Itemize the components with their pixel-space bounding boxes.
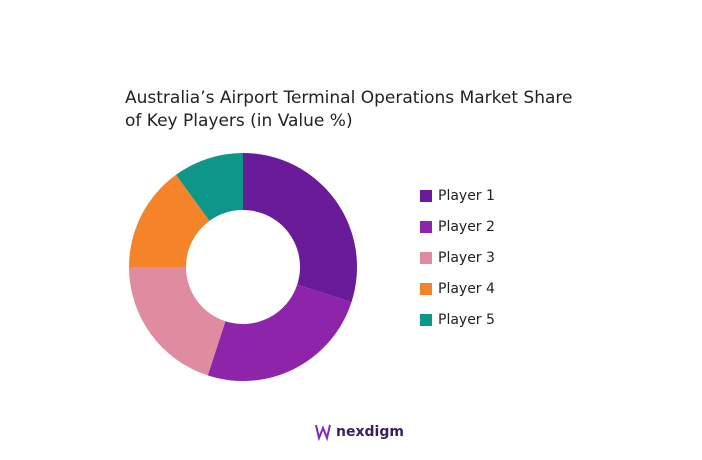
brand-logo [315, 424, 331, 442]
donut-slice [129, 267, 226, 376]
legend-label: Player 5 [438, 312, 495, 328]
donut-slice [243, 153, 358, 303]
legend-swatch [420, 190, 432, 202]
chart-title: Australia’s Airport Terminal Operations … [125, 88, 572, 108]
legend-swatch [420, 283, 432, 295]
legend-label: Player 2 [438, 219, 495, 235]
chart-title: of Key Players (in Value %) [125, 111, 353, 131]
legend-swatch [420, 314, 432, 326]
legend-label: Player 3 [438, 250, 495, 266]
donut-slice [129, 174, 210, 267]
legend-swatch [420, 252, 432, 264]
donut-slice [175, 153, 243, 221]
legend-swatch [420, 221, 432, 233]
legend-label: Player 1 [438, 188, 495, 204]
donut-slice [207, 284, 352, 382]
legend-label: Player 4 [438, 281, 495, 297]
brand-name: nexdigm [336, 424, 404, 440]
